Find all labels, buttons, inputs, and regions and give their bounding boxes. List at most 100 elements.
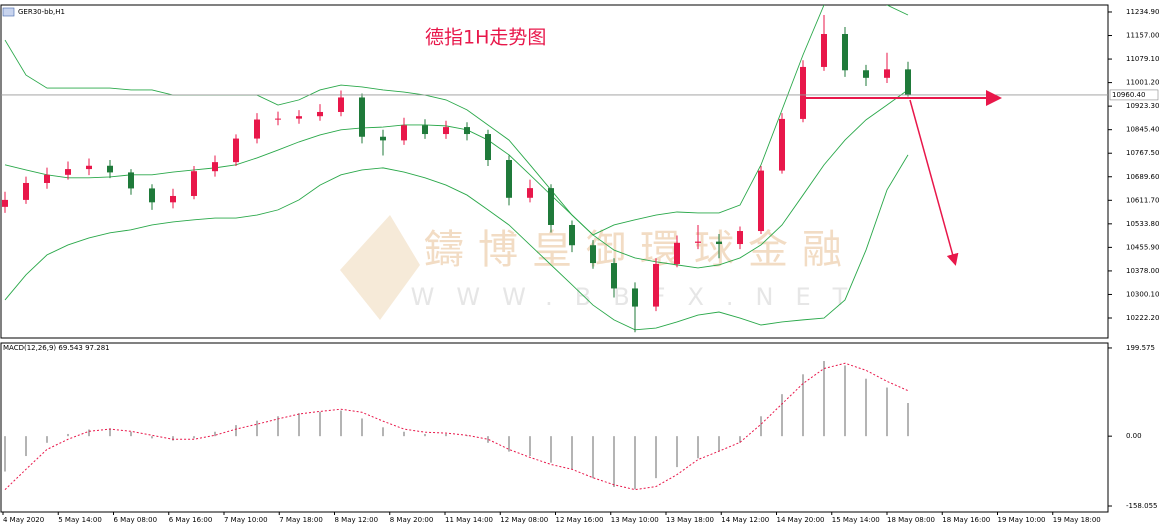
y-tick-label: 11001.20 xyxy=(1126,79,1159,87)
candle-body xyxy=(611,263,617,289)
y-tick-label: 10767.50 xyxy=(1126,149,1159,157)
y-tick-label: 10378.00 xyxy=(1126,267,1159,275)
candle-body xyxy=(212,162,218,172)
macd-bar xyxy=(718,436,720,452)
x-tick-label: 19 May 10:00 xyxy=(998,516,1046,524)
macd-plot xyxy=(4,361,909,491)
macd-bar xyxy=(151,436,153,439)
macd-label: MACD(12,26,9) 69.543 97.281 xyxy=(3,344,110,352)
candle-body xyxy=(821,34,827,67)
candle-body xyxy=(275,118,281,120)
macd-bar xyxy=(319,411,321,437)
macd-bar xyxy=(214,431,216,437)
macd-bar xyxy=(382,427,384,437)
candle-body xyxy=(338,97,344,112)
macd-bar xyxy=(592,436,594,479)
x-tick-label: 11 May 14:00 xyxy=(445,516,493,524)
candle-body xyxy=(44,174,50,183)
candle-body xyxy=(674,242,680,264)
watermark: WWW.BBFX.NET xyxy=(411,283,870,311)
y-tick-label: 10611.70 xyxy=(1126,196,1159,204)
macd-bar xyxy=(529,436,531,457)
candle-body xyxy=(254,119,260,139)
candle-body xyxy=(401,125,407,141)
macd-bar xyxy=(340,410,342,437)
macd-bar xyxy=(88,429,90,437)
macd-bar xyxy=(403,431,405,437)
candle-body xyxy=(779,118,785,171)
x-tick-label: 13 May 10:00 xyxy=(611,516,659,524)
x-tick-label: 19 May 18:00 xyxy=(1053,516,1101,524)
macd-bar xyxy=(865,378,867,437)
x-tick-label: 18 May 08:00 xyxy=(887,516,935,524)
bollinger-lower xyxy=(4,154,909,331)
x-tick-label: 6 May 16:00 xyxy=(169,516,213,524)
candle-body xyxy=(317,111,323,117)
macd-bar xyxy=(634,436,636,490)
x-tick-label: 12 May 16:00 xyxy=(556,516,604,524)
y-tick-label: 10300.10 xyxy=(1126,290,1159,298)
macd-bar xyxy=(886,387,888,437)
candle-body xyxy=(464,127,470,135)
y-tick-label: 10455.90 xyxy=(1126,243,1159,251)
last-price-tag xyxy=(1109,89,1159,101)
macd-bar xyxy=(550,436,552,463)
x-tick-label: 14 May 12:00 xyxy=(721,516,769,524)
macd-bar xyxy=(487,436,489,443)
candle-body xyxy=(527,188,533,198)
macd-bar xyxy=(508,436,510,452)
x-tick-label: 6 May 08:00 xyxy=(114,516,158,524)
x-tick-label: 18 May 16:00 xyxy=(942,516,990,524)
candle-body xyxy=(548,188,554,225)
macd-bar xyxy=(109,428,111,437)
macd-bar xyxy=(571,436,573,470)
chart-title: 德指1H走势图 xyxy=(425,27,546,49)
bollinger-middle xyxy=(4,89,909,269)
price-panel xyxy=(0,4,1109,339)
candle-body xyxy=(842,34,848,71)
macd-bar xyxy=(235,425,237,437)
candle-body xyxy=(23,182,29,200)
x-tick-label: 5 May 14:00 xyxy=(58,516,102,524)
watermark-logo xyxy=(340,215,420,320)
macd-bar xyxy=(739,436,741,443)
bollinger-upper xyxy=(4,5,909,236)
candle-body xyxy=(863,70,869,78)
macd-bar xyxy=(655,436,657,479)
macd-bar xyxy=(781,394,783,437)
candle-body xyxy=(590,245,596,264)
watermark: 鑄博皇御環球金融 xyxy=(424,227,856,273)
macd-bar xyxy=(193,436,195,439)
macd-bar xyxy=(298,413,300,437)
candle-body xyxy=(359,97,365,137)
candle-body xyxy=(149,188,155,203)
symbol-label: GER30-bb,H1 xyxy=(18,8,65,16)
macd-bar xyxy=(46,436,48,443)
x-tick-label: 8 May 20:00 xyxy=(390,516,434,524)
macd-bar xyxy=(802,374,804,437)
y-tick-label: 10689.60 xyxy=(1126,173,1159,181)
x-tick-label: 12 May 08:00 xyxy=(500,516,548,524)
annotation-arrow xyxy=(909,99,959,266)
macd-bar xyxy=(67,433,69,437)
candle-body xyxy=(170,195,176,203)
macd-bar xyxy=(760,416,762,437)
macd-bar xyxy=(613,436,615,487)
y-tick-label: 10222.20 xyxy=(1126,314,1159,322)
macd-bar xyxy=(424,433,426,437)
candle-body xyxy=(191,171,197,196)
macd-bar xyxy=(130,431,132,437)
candle-body xyxy=(233,138,239,163)
macd-bar xyxy=(4,436,6,472)
macd-bar xyxy=(361,418,363,437)
y-tick-label: 0.00 xyxy=(1126,432,1142,440)
macd-bar xyxy=(844,365,846,437)
candle-body xyxy=(716,241,722,245)
last-price-label: 10960.40 xyxy=(1112,91,1145,99)
candle-body xyxy=(296,116,302,119)
macd-panel xyxy=(0,342,1109,513)
candle-body xyxy=(506,160,512,198)
macd-bar xyxy=(256,420,258,437)
